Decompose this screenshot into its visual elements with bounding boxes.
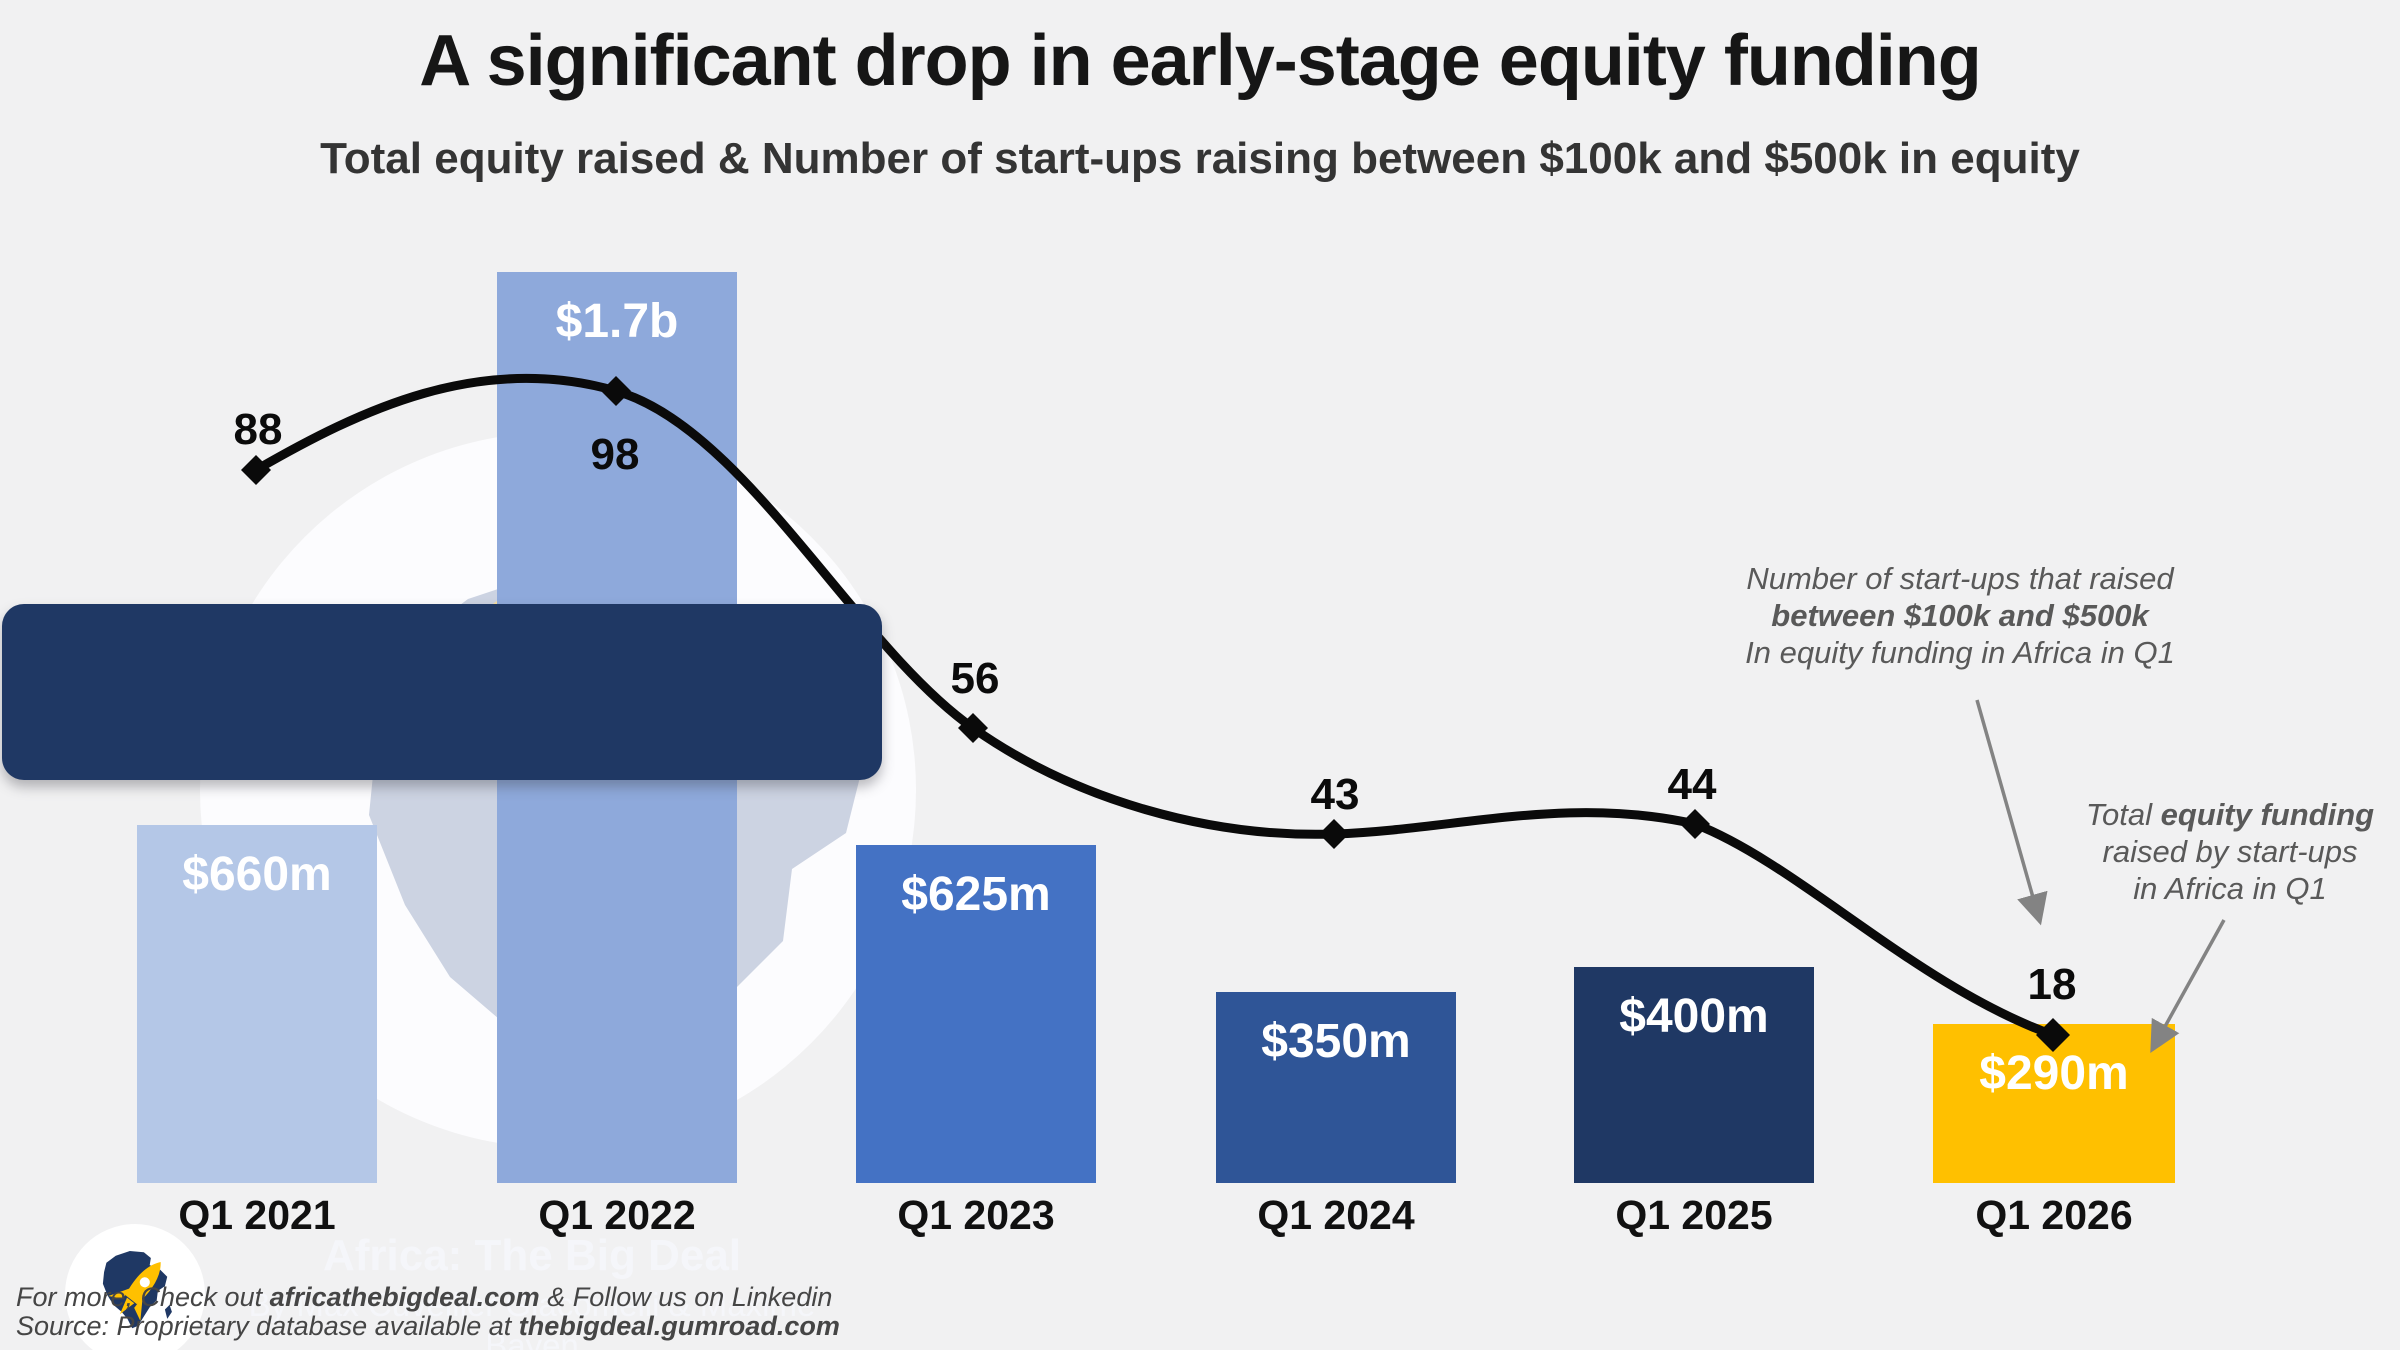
bar-q1-2024: $350m bbox=[1216, 992, 1456, 1183]
footer-more-info: For more, Check out africathebigdeal.com… bbox=[16, 1282, 833, 1312]
line-marker-diamond bbox=[958, 713, 988, 743]
bar-value-label: $625m bbox=[901, 868, 1051, 921]
annotation-startups-line3: In equity funding in Africa in Q1 bbox=[1745, 635, 2175, 670]
count-label-q1-2026: 18 bbox=[2027, 960, 2077, 1009]
line-marker-diamond bbox=[1319, 819, 1349, 849]
badge-text: Africa: The Big Deal By Max Cuvellier Gi… bbox=[202, 1228, 862, 1350]
bar-value-label: $350m bbox=[1261, 1015, 1411, 1068]
annotation-startups-line1: Number of start-ups that raised bbox=[1746, 561, 2174, 596]
page-title: A significant drop in early-stage equity… bbox=[419, 21, 1981, 101]
bar-q1-2025: $400m bbox=[1574, 967, 1814, 1183]
x-axis-label-q1-2026: Q1 2026 bbox=[1975, 1192, 2133, 1238]
footer-website-link[interactable]: africathebigdeal.com bbox=[269, 1282, 540, 1312]
africa-rocket-logo-icon bbox=[65, 1224, 205, 1350]
line-marker-diamond bbox=[1680, 809, 1710, 839]
annotation-funding-line3: in Africa in Q1 bbox=[2133, 871, 2327, 906]
bar-q1-2023: $625m bbox=[856, 845, 1096, 1183]
x-axis-label-q1-2025: Q1 2025 bbox=[1615, 1192, 1773, 1238]
bar-q1-2021: $660m bbox=[137, 825, 377, 1183]
count-label-q1-2025: 44 bbox=[1667, 760, 1717, 809]
annotation-funding-line2: raised by start-ups bbox=[2102, 834, 2358, 869]
x-axis-label-q1-2021: Q1 2021 bbox=[178, 1192, 336, 1238]
line-marker-diamond bbox=[241, 455, 271, 485]
annotation-startups: Number of start-ups that raised between … bbox=[1640, 560, 2280, 671]
page-subtitle: Total equity raised & Number of start-up… bbox=[320, 134, 2080, 183]
bar-value-label: $660m bbox=[182, 848, 332, 901]
bar-value-label: $1.7b bbox=[555, 295, 679, 348]
badge-byline: By Max Cuvellier Giacomelli & Maxime Bay… bbox=[248, 1286, 816, 1350]
x-axis-label-q1-2024: Q1 2024 bbox=[1257, 1192, 1415, 1238]
count-label-q1-2022: 98 bbox=[590, 430, 640, 479]
x-axis-label-q1-2022: Q1 2022 bbox=[538, 1192, 696, 1238]
annotation-arrow-startups bbox=[1975, 699, 2048, 926]
footer-gumroad-link[interactable]: thebigdeal.gumroad.com bbox=[518, 1311, 840, 1341]
annotation-funding-line1: Total equity funding bbox=[2085, 797, 2375, 832]
annotation-funding: Total equity funding raised by start-ups… bbox=[2040, 796, 2400, 907]
bar-q1-2026: $290m bbox=[1933, 1024, 2175, 1183]
bar-value-label: $400m bbox=[1619, 990, 1769, 1043]
count-label-q1-2023: 56 bbox=[950, 654, 1000, 703]
brand-badge: Africa: The Big Deal By Max Cuvellier Gi… bbox=[2, 604, 882, 1350]
count-label-q1-2024: 43 bbox=[1310, 770, 1360, 819]
badge-title: Africa: The Big Deal bbox=[322, 1231, 742, 1280]
footer-source: Source: Proprietary database available a… bbox=[16, 1311, 840, 1341]
x-axis-label-q1-2023: Q1 2023 bbox=[897, 1192, 1055, 1238]
bar-value-label: $290m bbox=[1979, 1047, 2129, 1100]
count-label-q1-2021: 88 bbox=[233, 405, 283, 454]
annotation-startups-line2: between $100k and $500k bbox=[1771, 598, 2149, 633]
